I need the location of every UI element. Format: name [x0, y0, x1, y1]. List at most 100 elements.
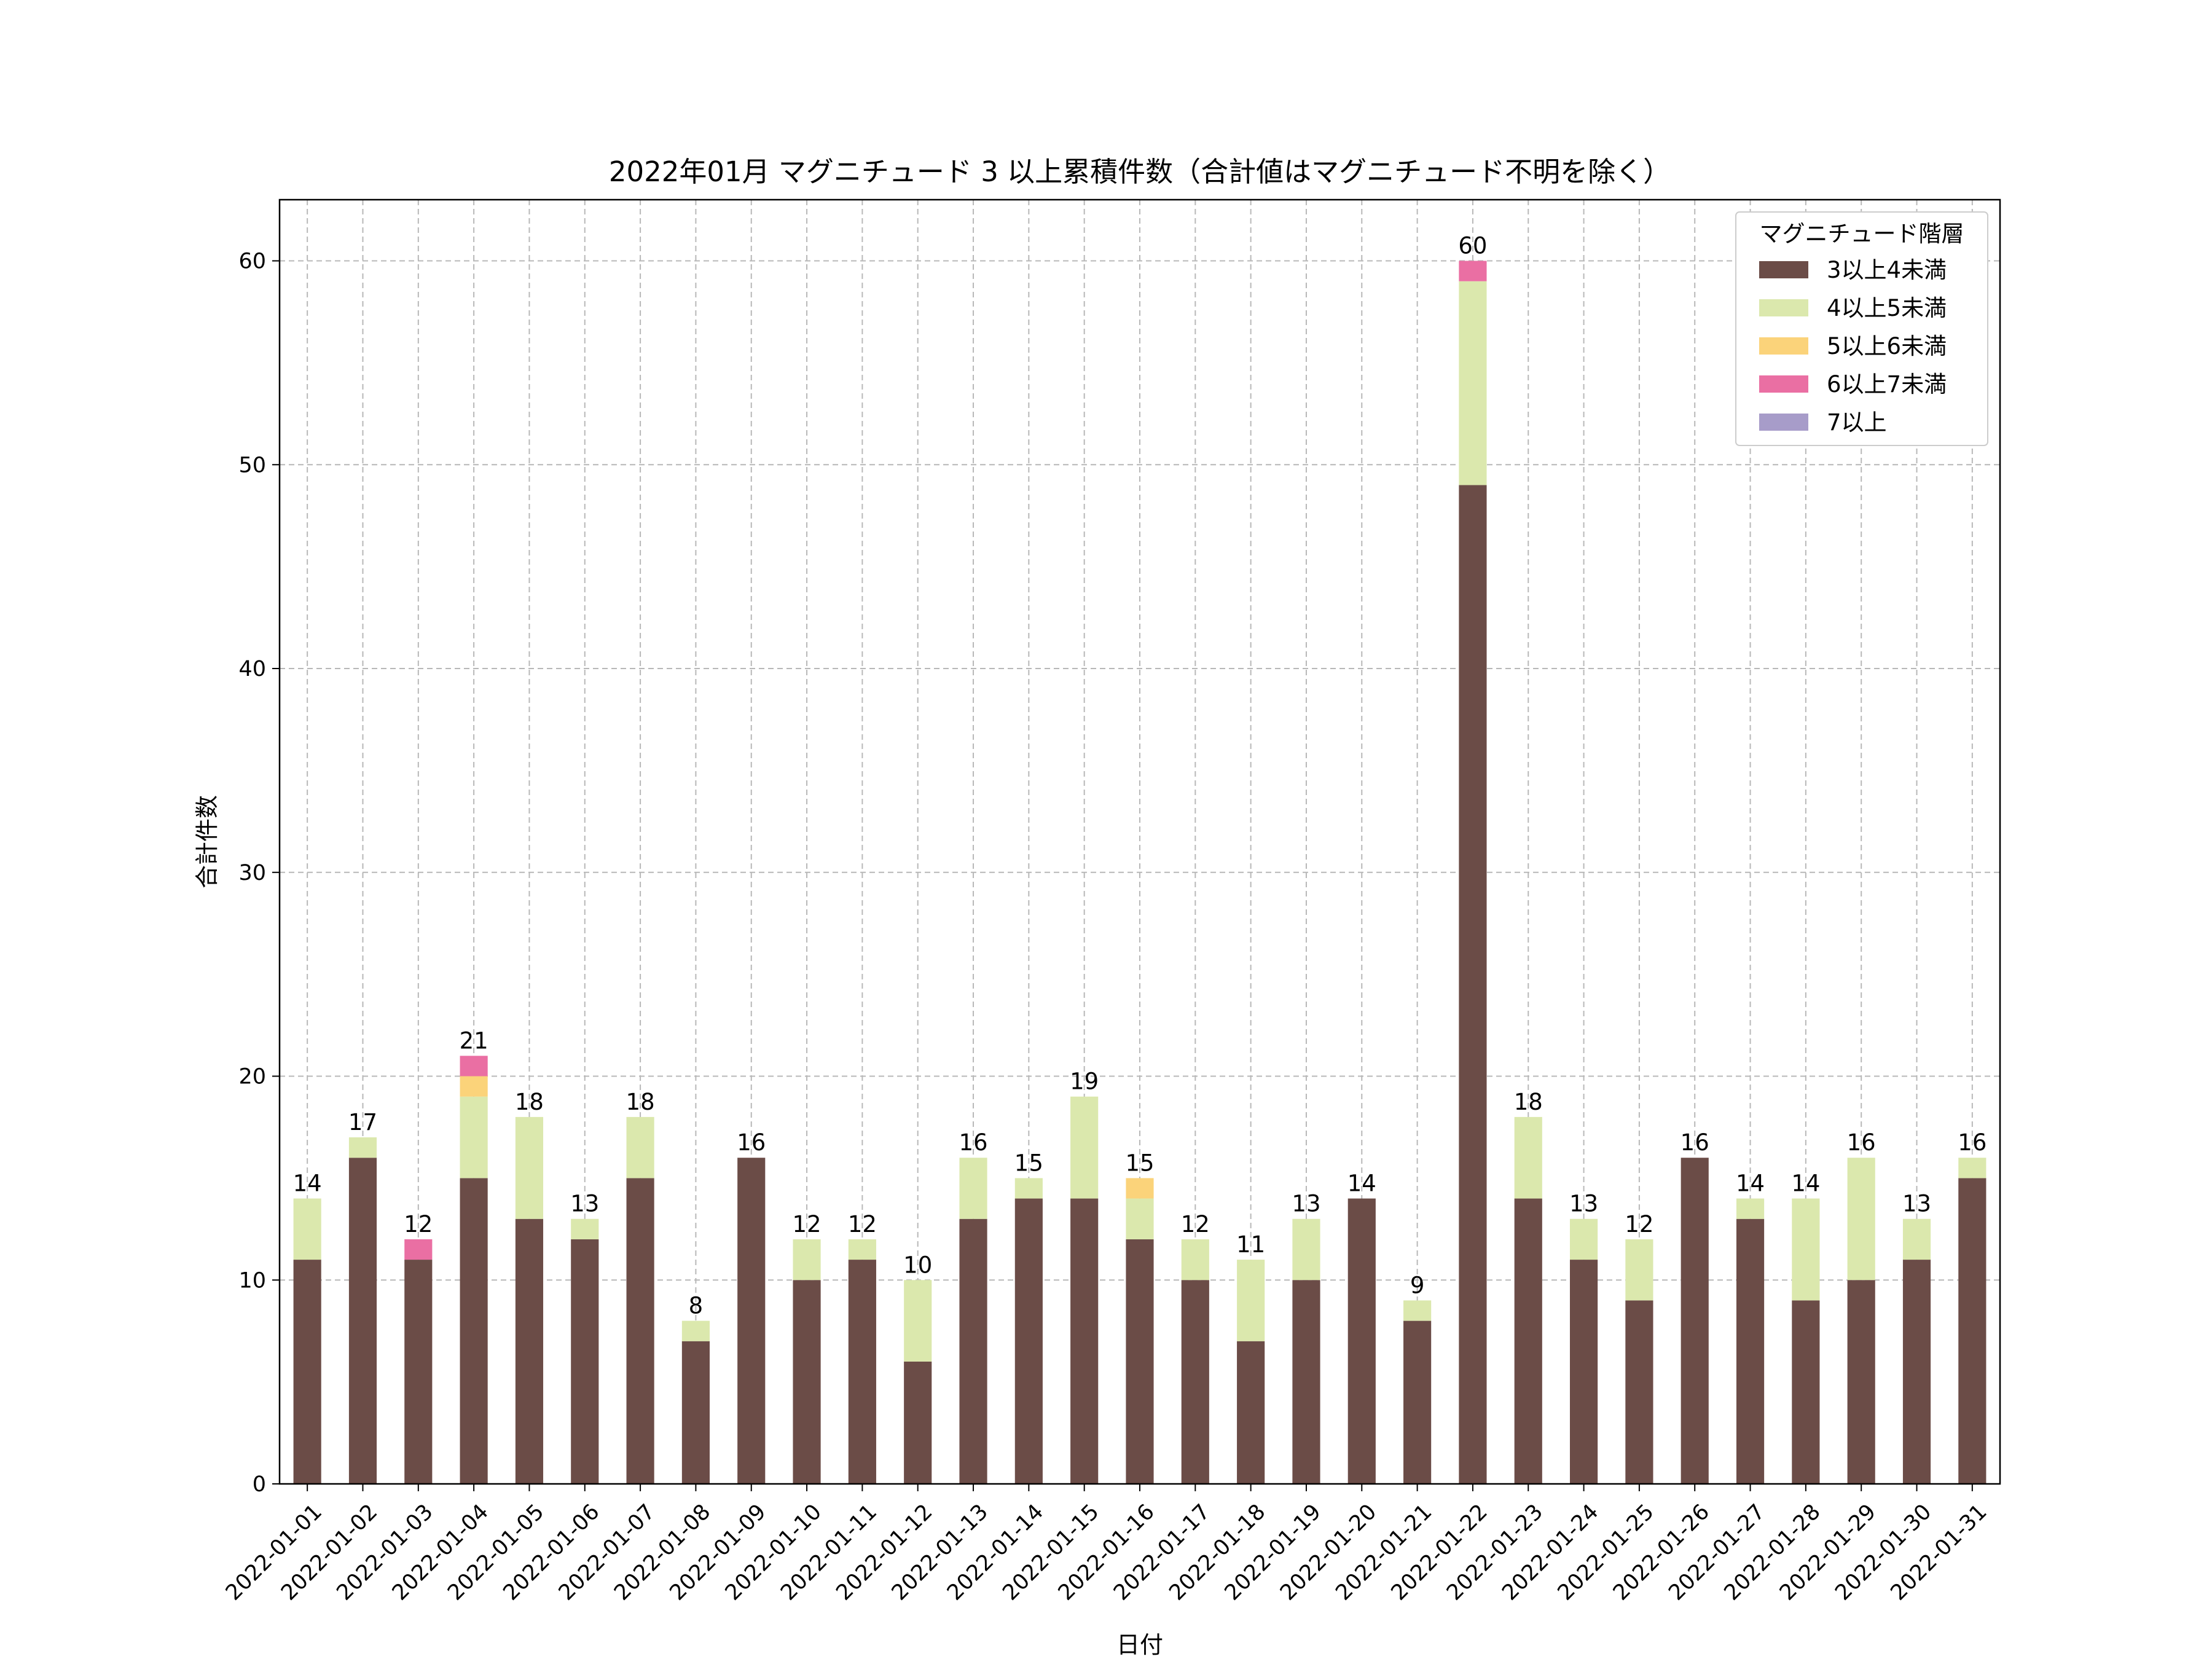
bar-segment — [1237, 1260, 1265, 1341]
bar-segment — [1958, 1158, 1986, 1179]
bar-segment — [848, 1239, 876, 1260]
total-label: 10 — [903, 1252, 932, 1278]
legend-swatch — [1759, 337, 1808, 355]
bar-segment — [1459, 261, 1487, 281]
y-tick-label: 50 — [238, 453, 266, 477]
legend-label: 3以上4未満 — [1827, 257, 1947, 283]
y-tick-label: 10 — [238, 1268, 266, 1293]
total-label: 16 — [1681, 1129, 1709, 1156]
bar-segment — [626, 1116, 654, 1179]
total-label: 12 — [404, 1211, 433, 1237]
total-label: 14 — [1736, 1171, 1765, 1197]
bar-segment — [1792, 1198, 1820, 1301]
total-label: 13 — [1569, 1191, 1598, 1217]
bar-segment — [1292, 1218, 1320, 1281]
bar-segment — [904, 1280, 932, 1362]
total-label: 12 — [848, 1211, 877, 1237]
y-tick-label: 30 — [238, 861, 266, 885]
legend-swatch — [1759, 414, 1808, 431]
bar-segment — [1902, 1218, 1931, 1260]
bar-segment — [1958, 1178, 1986, 1484]
bar-segment — [1902, 1260, 1931, 1484]
y-tick-label: 20 — [238, 1065, 266, 1089]
x-axis-label: 日付 — [1116, 1631, 1163, 1658]
total-label: 15 — [1014, 1150, 1043, 1176]
bar-segment — [1625, 1239, 1653, 1301]
bars — [293, 261, 1986, 1484]
bar-segment — [1736, 1198, 1765, 1219]
bar-segment — [460, 1076, 488, 1097]
legend-swatch — [1759, 261, 1808, 278]
total-label: 14 — [1347, 1171, 1376, 1197]
legend-title: マグニチュード階層 — [1760, 221, 1964, 247]
y-tick-label: 0 — [253, 1472, 266, 1497]
bar-segment — [959, 1158, 987, 1219]
y-tick-label: 60 — [238, 249, 266, 274]
bar-segment — [1625, 1300, 1653, 1484]
bar-segment — [460, 1096, 488, 1179]
bar-segment — [1126, 1178, 1154, 1199]
total-label: 9 — [1410, 1272, 1425, 1298]
legend: マグニチュード階層 3以上4未満 4以上5未満 5以上6未満 6以上7未満 7以上 — [1735, 211, 1988, 446]
bar-segment — [460, 1178, 488, 1484]
bar-segment — [515, 1116, 544, 1219]
bar-segment — [515, 1218, 544, 1484]
legend-swatch — [1759, 299, 1808, 316]
bar-segment — [1126, 1198, 1154, 1239]
bar-segment — [1292, 1280, 1320, 1484]
total-label: 13 — [1902, 1191, 1931, 1217]
bar-segment — [1681, 1158, 1709, 1484]
bar-segment — [348, 1137, 377, 1158]
legend-label: 4以上5未満 — [1827, 295, 1947, 321]
bar-segment — [1347, 1198, 1376, 1484]
bar-segment — [1403, 1300, 1432, 1321]
total-label: 16 — [959, 1129, 987, 1156]
bar-segment — [460, 1056, 488, 1077]
bar-segment — [1070, 1198, 1099, 1484]
chart-title: 2022年01月 マグニチュード 3 以上累積件数（合計値はマグニチュード不明を… — [609, 155, 1671, 188]
bar-segment — [293, 1260, 321, 1484]
total-label: 16 — [1958, 1129, 1986, 1156]
total-label: 16 — [1847, 1129, 1876, 1156]
total-label: 17 — [348, 1109, 377, 1135]
bar-segment — [793, 1239, 821, 1281]
bar-segment — [1514, 1116, 1542, 1199]
total-label: 18 — [515, 1089, 544, 1115]
bar-segment — [681, 1320, 710, 1341]
total-label: 18 — [1514, 1089, 1543, 1115]
bar-segment — [1459, 281, 1487, 485]
total-label: 14 — [1791, 1171, 1820, 1197]
bar-segment — [793, 1280, 821, 1484]
bar-segment — [1014, 1198, 1043, 1484]
bar-segment — [959, 1218, 987, 1484]
legend-swatch — [1759, 375, 1808, 393]
bar-segment — [848, 1260, 876, 1484]
bar-segment — [1014, 1178, 1043, 1199]
bar-segment — [904, 1361, 932, 1484]
bar-segment — [1070, 1096, 1099, 1199]
total-label: 12 — [793, 1211, 822, 1237]
bar-segment — [1181, 1280, 1209, 1484]
total-label: 13 — [1292, 1191, 1320, 1217]
bar-segment — [1237, 1341, 1265, 1484]
bar-segment — [1847, 1280, 1875, 1484]
total-label: 60 — [1458, 233, 1487, 259]
bar-segment — [348, 1158, 377, 1484]
bar-segment — [1181, 1239, 1209, 1281]
total-labels: 14 17 12 21 18 13 18 8 16 12 12 10 16 15 19 15 12 11 13 14 9… — [293, 233, 1987, 1319]
bar-segment — [404, 1239, 433, 1260]
total-label: 21 — [460, 1027, 488, 1054]
total-label: 8 — [689, 1293, 704, 1319]
legend-label: 5以上6未満 — [1827, 333, 1947, 359]
bar-segment — [293, 1198, 321, 1260]
y-tick-label: 40 — [238, 657, 266, 681]
bar-segment — [1736, 1218, 1765, 1484]
total-label: 18 — [626, 1089, 655, 1115]
total-label: 14 — [293, 1171, 322, 1197]
total-label: 11 — [1236, 1231, 1265, 1258]
total-label: 19 — [1070, 1069, 1099, 1095]
bar-segment — [571, 1239, 599, 1484]
bar-segment — [1403, 1320, 1432, 1484]
bar-segment — [1847, 1158, 1875, 1281]
